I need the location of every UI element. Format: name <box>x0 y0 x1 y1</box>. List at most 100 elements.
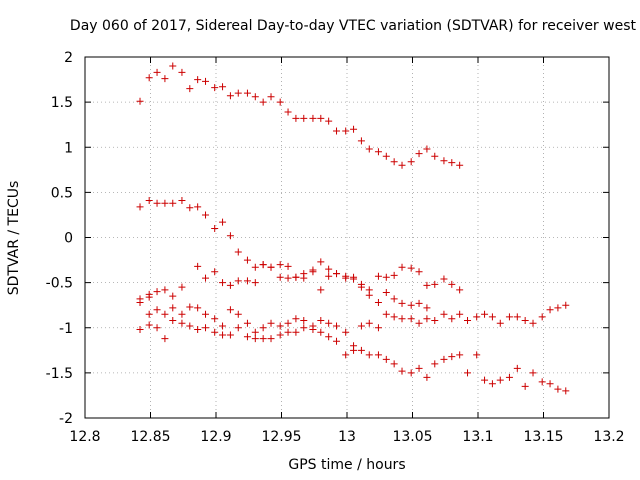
data-point <box>382 152 390 160</box>
y-tick-label: -1 <box>59 321 73 337</box>
data-point <box>456 161 464 169</box>
data-point <box>251 328 259 336</box>
y-tick-label: 1 <box>64 140 73 156</box>
x-axis-ticks: 12.8 12.85 12.9 12.95 13 13.05 13.1 13.15 13.2 <box>69 57 625 445</box>
data-point <box>342 328 350 336</box>
data-point <box>423 304 431 312</box>
data-point <box>169 62 177 70</box>
data-point <box>365 291 373 299</box>
data-point <box>431 360 439 368</box>
data-point <box>259 261 267 269</box>
data-point <box>153 68 161 76</box>
data-point <box>161 75 169 83</box>
data-point <box>333 337 341 345</box>
data-point <box>415 364 423 372</box>
data-point <box>267 335 275 343</box>
data-point <box>415 150 423 158</box>
data-point <box>365 351 373 359</box>
data-point <box>276 261 284 269</box>
data-point <box>243 333 251 341</box>
data-point <box>202 211 210 219</box>
data-point <box>521 382 529 390</box>
data-point <box>202 310 210 318</box>
data-point <box>546 306 554 314</box>
y-tick-label: -0.5 <box>46 276 73 292</box>
data-point <box>186 204 194 212</box>
data-point <box>267 319 275 327</box>
data-point <box>342 351 350 359</box>
data-point <box>390 271 398 279</box>
data-point <box>529 369 537 377</box>
data-point <box>546 380 554 388</box>
y-tick-label: 1.5 <box>51 95 73 111</box>
data-point <box>562 301 570 309</box>
data-point <box>456 310 464 318</box>
data-point <box>496 376 504 384</box>
y-tick-label: 2 <box>64 50 73 66</box>
data-point <box>365 145 373 153</box>
data-point <box>431 317 439 325</box>
data-point <box>382 310 390 318</box>
data-point <box>136 298 144 306</box>
data-point <box>357 137 365 145</box>
y-axis-label-container: SDTVAR / TECUs <box>0 0 22 480</box>
data-point <box>488 380 496 388</box>
x-tick-label: 12.8 <box>69 429 100 445</box>
grid-lines <box>85 57 609 418</box>
data-point <box>317 114 325 122</box>
data-point <box>554 304 562 312</box>
data-point <box>136 97 144 105</box>
data-point <box>300 274 308 282</box>
data-point <box>382 289 390 297</box>
data-point <box>234 277 242 285</box>
data-point <box>161 286 169 294</box>
x-tick-label: 13 <box>338 429 356 445</box>
data-point <box>325 265 333 273</box>
data-point <box>382 273 390 281</box>
data-point <box>211 84 219 92</box>
data-point <box>423 315 431 323</box>
x-tick-label: 13.15 <box>523 429 563 445</box>
x-tick-label: 13.1 <box>462 429 493 445</box>
data-point <box>292 328 300 336</box>
data-point <box>243 319 251 327</box>
data-point <box>456 351 464 359</box>
data-point <box>219 83 227 91</box>
data-point <box>186 322 194 330</box>
data-point <box>423 281 431 289</box>
data-point <box>292 114 300 122</box>
data-point <box>415 319 423 327</box>
y-tick-label: -2 <box>59 411 73 427</box>
data-point <box>357 280 365 288</box>
data-point <box>178 196 186 204</box>
data-point <box>448 353 456 361</box>
data-point <box>374 324 382 332</box>
data-point <box>243 89 251 97</box>
data-point <box>423 373 431 381</box>
data-point <box>186 303 194 311</box>
data-point <box>251 335 259 343</box>
data-point <box>259 335 267 343</box>
data-point <box>186 85 194 93</box>
data-point <box>178 319 186 327</box>
data-point <box>219 322 227 330</box>
x-tick-label: 12.9 <box>200 429 231 445</box>
data-point <box>145 74 153 82</box>
data-point <box>407 264 415 272</box>
data-point <box>226 281 234 289</box>
data-point <box>234 248 242 256</box>
data-point <box>153 199 161 207</box>
data-point <box>505 373 513 381</box>
data-point <box>153 288 161 296</box>
data-point <box>333 127 341 135</box>
data-point <box>342 127 350 135</box>
data-point <box>431 152 439 160</box>
data-point <box>284 262 292 270</box>
data-point <box>178 68 186 76</box>
data-point <box>276 98 284 106</box>
data-point <box>325 272 333 280</box>
data-point <box>145 321 153 329</box>
data-point <box>325 117 333 125</box>
data-point <box>202 274 210 282</box>
data-point <box>440 275 448 283</box>
